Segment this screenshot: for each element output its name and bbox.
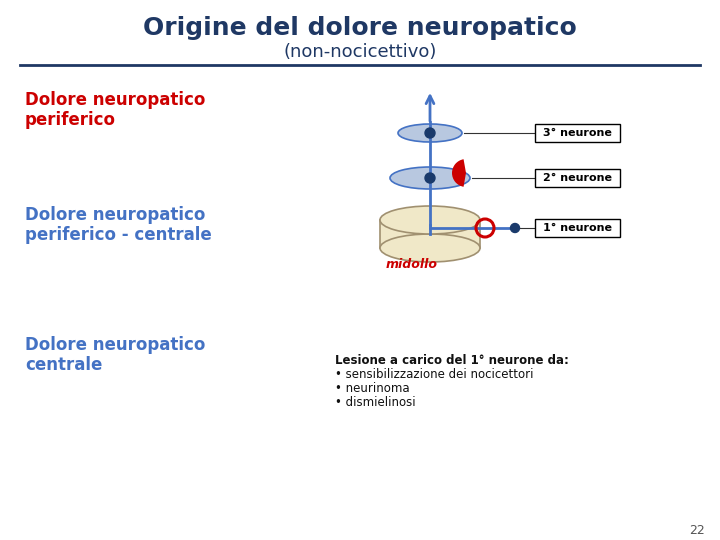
Ellipse shape [380, 234, 480, 262]
Text: • neurinoma: • neurinoma [335, 381, 410, 395]
Text: 2° neurone: 2° neurone [543, 173, 612, 183]
Ellipse shape [380, 206, 480, 234]
Text: Origine del dolore neuropatico: Origine del dolore neuropatico [143, 16, 577, 40]
FancyBboxPatch shape [535, 169, 620, 187]
Circle shape [510, 224, 520, 233]
Text: 3° neurone: 3° neurone [543, 128, 612, 138]
Text: 1° neurone: 1° neurone [543, 223, 612, 233]
Text: Dolore neuropatico: Dolore neuropatico [25, 336, 205, 354]
Circle shape [425, 173, 435, 183]
FancyBboxPatch shape [535, 124, 620, 142]
Text: (non-nocicettivo): (non-nocicettivo) [283, 43, 437, 61]
Text: Lesione a carico del 1° neurone da:: Lesione a carico del 1° neurone da: [335, 354, 569, 367]
Text: midollo: midollo [386, 259, 438, 272]
Text: periferico - centrale: periferico - centrale [25, 226, 212, 244]
Wedge shape [452, 159, 466, 187]
Ellipse shape [398, 124, 462, 142]
Text: • sensibilizzazione dei nocicettori: • sensibilizzazione dei nocicettori [335, 368, 534, 381]
FancyBboxPatch shape [535, 219, 620, 237]
Circle shape [425, 128, 435, 138]
Text: periferico: periferico [25, 111, 116, 129]
Text: Dolore neuropatico: Dolore neuropatico [25, 91, 205, 109]
Text: Dolore neuropatico: Dolore neuropatico [25, 206, 205, 224]
Text: 22: 22 [689, 523, 705, 537]
Text: • dismielinosi: • dismielinosi [335, 395, 415, 408]
Text: centrale: centrale [25, 356, 102, 374]
Bar [380, 220, 480, 248]
Ellipse shape [390, 167, 470, 189]
